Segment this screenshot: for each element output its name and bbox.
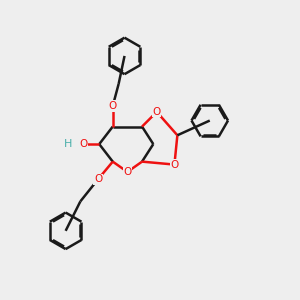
Text: O: O — [153, 107, 161, 117]
Text: O: O — [94, 174, 102, 184]
Text: H: H — [64, 139, 73, 149]
Text: O: O — [123, 167, 131, 177]
Text: O: O — [79, 139, 87, 149]
Text: O: O — [170, 160, 178, 170]
Text: O: O — [109, 101, 117, 111]
